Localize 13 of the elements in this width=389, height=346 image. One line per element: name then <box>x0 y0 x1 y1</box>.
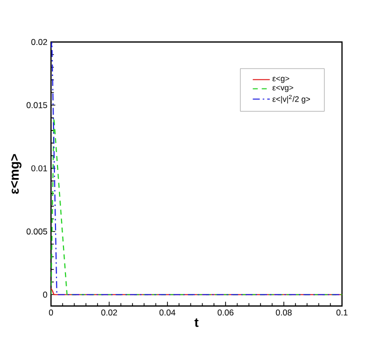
y-tick-label: 0.015 <box>26 102 48 108</box>
y-axis-title: ε<mg> <box>10 154 22 194</box>
x-tick-label: 0.08 <box>276 310 292 316</box>
x-tick-label: 0.1 <box>336 310 348 316</box>
x-tick-label: 0.06 <box>218 310 234 316</box>
y-tick-label: 0.005 <box>26 228 48 234</box>
x-tick-label: 0.04 <box>159 310 176 316</box>
x-axis-title: t <box>194 318 198 327</box>
y-tick-label: 0.02 <box>31 39 48 45</box>
y-tick-label: 0.01 <box>31 165 48 172</box>
x-tick-label: 0 <box>48 310 54 316</box>
x-tick-label: 0.02 <box>101 310 118 316</box>
y-tick-label: 0 <box>43 292 48 298</box>
